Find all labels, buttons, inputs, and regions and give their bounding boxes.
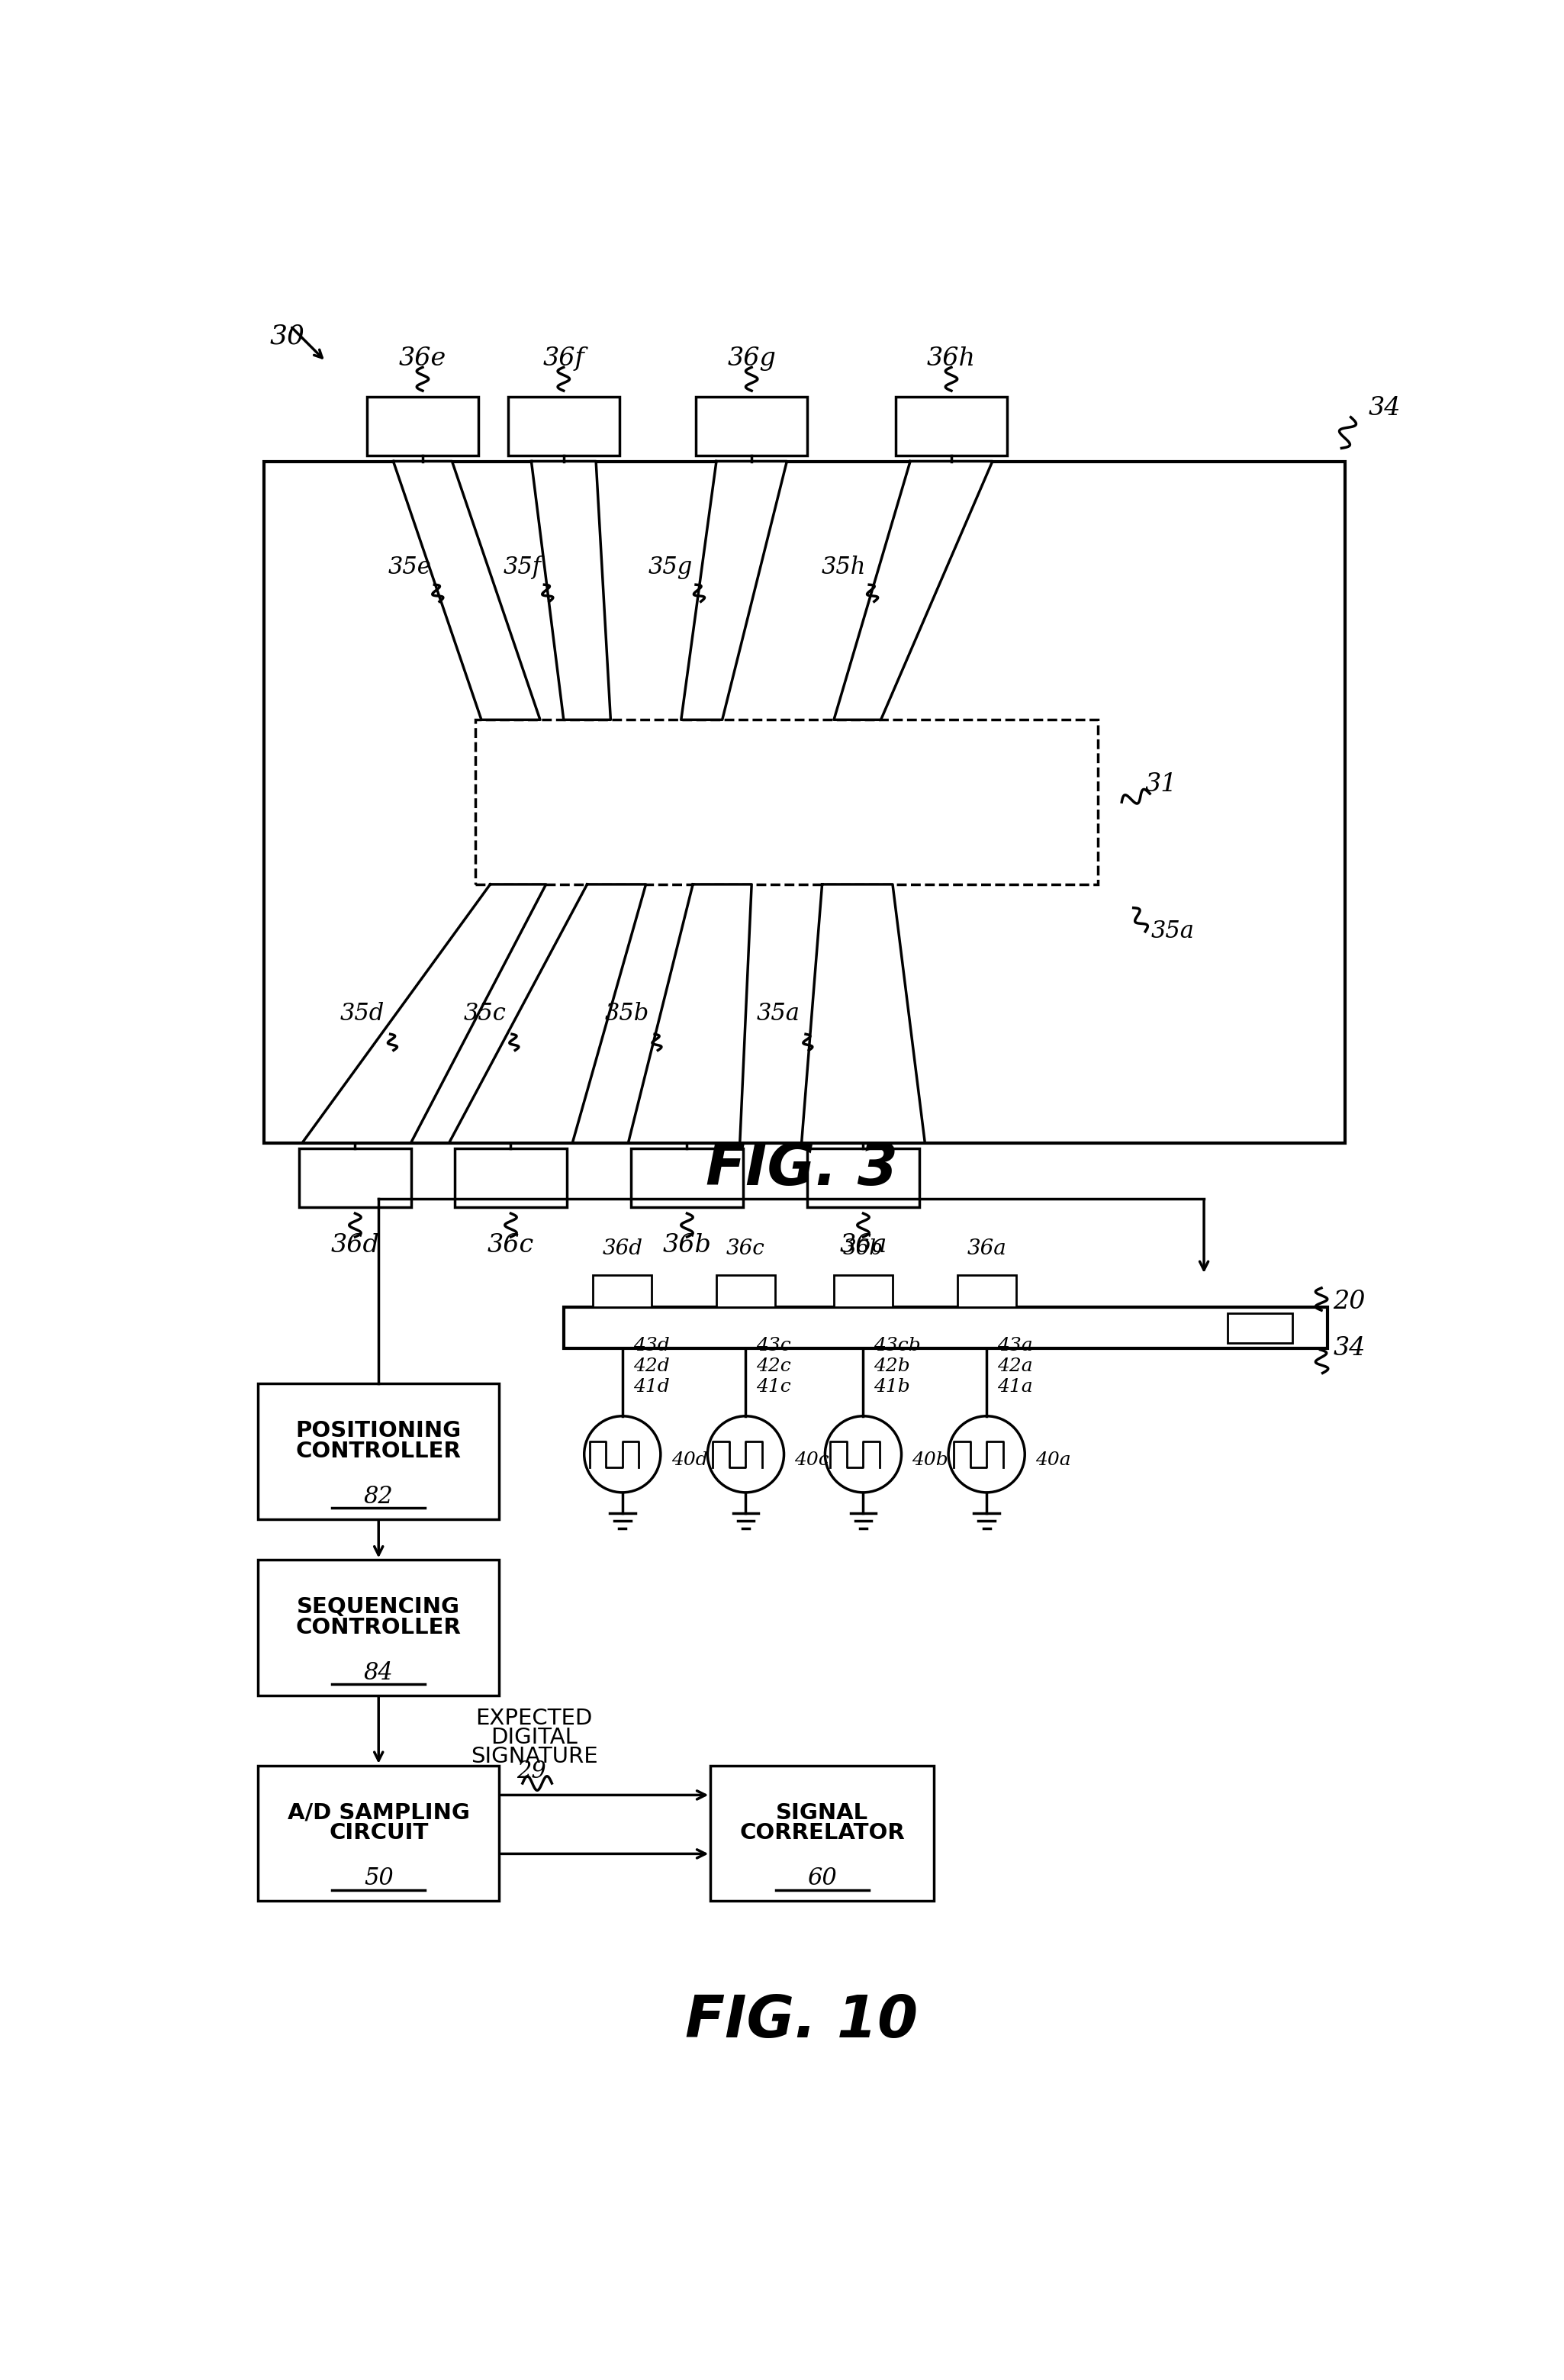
Bar xyxy=(834,1276,893,1307)
Polygon shape xyxy=(449,885,646,1142)
Text: 35c: 35c xyxy=(463,1002,507,1026)
Bar xyxy=(264,462,1345,1142)
Text: FIG. 3: FIG. 3 xyxy=(705,1140,898,1197)
Text: CONTROLLER: CONTROLLER xyxy=(296,1440,461,1461)
Text: 41c: 41c xyxy=(757,1378,791,1395)
Bar xyxy=(593,1276,652,1307)
Text: 34: 34 xyxy=(1333,1335,1365,1361)
Text: FIG. 10: FIG. 10 xyxy=(685,1992,918,2049)
Text: 36c: 36c xyxy=(488,1233,535,1259)
Polygon shape xyxy=(629,885,752,1142)
Bar xyxy=(258,1559,499,1695)
Text: 43a: 43a xyxy=(998,1338,1032,1354)
Text: CONTROLLER: CONTROLLER xyxy=(296,1616,461,1637)
Bar xyxy=(957,1276,1017,1307)
Text: 42b: 42b xyxy=(874,1357,910,1376)
Text: 30: 30 xyxy=(271,324,305,350)
Text: EXPECTED: EXPECTED xyxy=(475,1709,593,1730)
Text: 41b: 41b xyxy=(874,1378,910,1395)
Text: 40c: 40c xyxy=(795,1452,829,1468)
Polygon shape xyxy=(393,462,540,719)
Text: SIGNAL: SIGNAL xyxy=(776,1802,868,1823)
Text: 36g: 36g xyxy=(727,345,776,371)
Text: 35h: 35h xyxy=(821,555,866,578)
Text: 36a: 36a xyxy=(840,1233,887,1259)
Text: CIRCUIT: CIRCUIT xyxy=(328,1823,429,1844)
Polygon shape xyxy=(532,462,610,719)
Text: 35e: 35e xyxy=(388,555,432,578)
Text: 43d: 43d xyxy=(633,1338,669,1354)
Text: 40b: 40b xyxy=(912,1452,948,1468)
Bar xyxy=(696,397,807,455)
Text: 36f: 36f xyxy=(543,345,585,371)
Text: POSITIONING: POSITIONING xyxy=(296,1421,461,1442)
Polygon shape xyxy=(801,885,924,1142)
Text: 43c: 43c xyxy=(757,1338,791,1354)
Bar xyxy=(258,1766,499,1902)
Text: 40d: 40d xyxy=(671,1452,707,1468)
Text: 60: 60 xyxy=(807,1866,837,1890)
Text: 20: 20 xyxy=(1333,1290,1365,1314)
Text: 40a: 40a xyxy=(1035,1452,1071,1468)
Text: CORRELATOR: CORRELATOR xyxy=(740,1823,906,1844)
Bar xyxy=(563,1307,1328,1349)
Bar xyxy=(368,397,479,455)
Bar xyxy=(807,1150,920,1207)
Text: 35b: 35b xyxy=(604,1002,649,1026)
Polygon shape xyxy=(834,462,993,719)
Text: 36b: 36b xyxy=(663,1233,712,1259)
Text: 84: 84 xyxy=(364,1661,394,1685)
Polygon shape xyxy=(682,462,787,719)
Text: 36b: 36b xyxy=(843,1238,884,1259)
Text: SIGNATURE: SIGNATURE xyxy=(471,1745,597,1766)
Text: 35g: 35g xyxy=(649,555,693,578)
Bar xyxy=(475,719,1098,885)
Text: 82: 82 xyxy=(364,1485,394,1509)
Text: 36e: 36e xyxy=(399,345,446,371)
Text: 41d: 41d xyxy=(633,1378,669,1395)
Text: 42d: 42d xyxy=(633,1357,669,1376)
Text: 42a: 42a xyxy=(998,1357,1032,1376)
Bar xyxy=(258,1383,499,1518)
Text: 35d: 35d xyxy=(339,1002,385,1026)
Bar xyxy=(299,1150,411,1207)
Bar xyxy=(455,1150,566,1207)
Text: 31: 31 xyxy=(1145,771,1178,797)
Text: 36a: 36a xyxy=(967,1238,1006,1259)
Bar xyxy=(632,1150,743,1207)
Bar xyxy=(1228,1314,1292,1342)
Text: 34: 34 xyxy=(1368,395,1401,421)
Text: 35a: 35a xyxy=(1151,919,1195,942)
Text: 42c: 42c xyxy=(757,1357,791,1376)
Bar xyxy=(508,397,619,455)
Bar xyxy=(716,1276,776,1307)
Text: 36d: 36d xyxy=(330,1233,380,1259)
Bar xyxy=(710,1766,934,1902)
Text: SEQUENCING: SEQUENCING xyxy=(297,1597,460,1618)
Text: 36d: 36d xyxy=(602,1238,643,1259)
Text: 36h: 36h xyxy=(927,345,976,371)
Text: DIGITAL: DIGITAL xyxy=(491,1728,577,1749)
Bar xyxy=(896,397,1007,455)
Text: 35a: 35a xyxy=(757,1002,799,1026)
Text: A/D SAMPLING: A/D SAMPLING xyxy=(288,1802,469,1823)
Text: 29: 29 xyxy=(516,1759,546,1783)
Text: 41a: 41a xyxy=(998,1378,1032,1395)
Polygon shape xyxy=(302,885,546,1142)
Text: 36c: 36c xyxy=(726,1238,765,1259)
Text: 50: 50 xyxy=(364,1866,394,1890)
Text: 43cb: 43cb xyxy=(874,1338,921,1354)
Text: 35f: 35f xyxy=(504,555,541,578)
